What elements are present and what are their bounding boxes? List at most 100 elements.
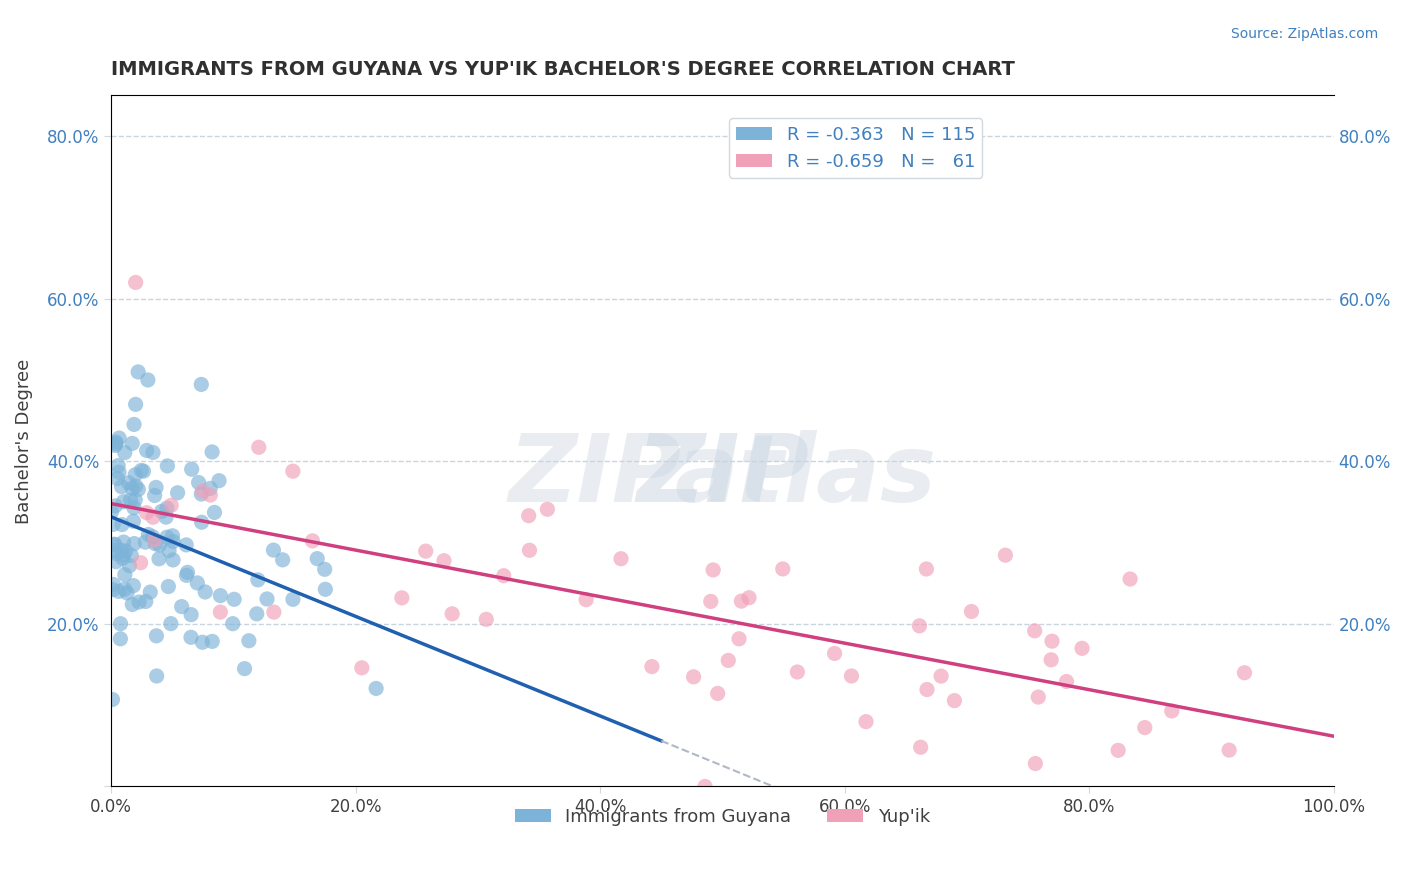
Point bbox=[190, 377, 212, 392]
Point bbox=[156, 458, 179, 473]
Point bbox=[246, 573, 269, 587]
Legend: Immigrants from Guyana, Yup'ik: Immigrants from Guyana, Yup'ik bbox=[508, 800, 938, 833]
Point bbox=[104, 435, 127, 450]
Point bbox=[824, 647, 846, 661]
Point bbox=[148, 551, 170, 566]
Point bbox=[610, 551, 633, 566]
Point bbox=[104, 537, 127, 551]
Point bbox=[1119, 572, 1142, 586]
Point bbox=[120, 549, 142, 563]
Point bbox=[641, 659, 664, 673]
Point bbox=[142, 445, 165, 459]
Point bbox=[134, 535, 156, 549]
Point bbox=[247, 440, 270, 454]
Point bbox=[111, 551, 134, 566]
Point bbox=[121, 598, 143, 612]
Point bbox=[103, 577, 125, 591]
Point bbox=[107, 471, 129, 485]
Point bbox=[156, 530, 179, 544]
Point bbox=[391, 591, 413, 605]
Point bbox=[187, 475, 209, 490]
Point bbox=[120, 492, 142, 507]
Point bbox=[246, 607, 269, 621]
Point bbox=[717, 653, 740, 667]
Point bbox=[166, 485, 188, 500]
Text: Source: ZipAtlas.com: Source: ZipAtlas.com bbox=[1230, 27, 1378, 41]
Point bbox=[929, 669, 952, 683]
Point bbox=[366, 681, 388, 696]
Point bbox=[180, 462, 202, 476]
Point bbox=[110, 480, 132, 494]
Point bbox=[156, 501, 179, 516]
Point bbox=[100, 505, 122, 519]
Point bbox=[104, 436, 127, 450]
Point bbox=[786, 665, 808, 679]
Point bbox=[201, 445, 224, 459]
Point bbox=[135, 443, 157, 458]
Point bbox=[1056, 674, 1078, 689]
Text: ZIPatlas: ZIPatlas bbox=[509, 430, 936, 522]
Point bbox=[350, 661, 373, 675]
Point bbox=[142, 510, 165, 524]
Point bbox=[1040, 634, 1063, 648]
Point bbox=[143, 533, 166, 547]
Point bbox=[124, 397, 146, 411]
Point bbox=[238, 633, 260, 648]
Point bbox=[110, 632, 132, 646]
Point bbox=[1024, 756, 1046, 771]
Point bbox=[176, 566, 198, 580]
Point bbox=[125, 479, 148, 493]
Point bbox=[209, 605, 232, 619]
Point bbox=[162, 534, 184, 549]
Point bbox=[104, 499, 127, 513]
Point bbox=[224, 592, 246, 607]
Point bbox=[263, 605, 285, 619]
Point bbox=[728, 632, 751, 646]
Point bbox=[772, 562, 794, 576]
Point bbox=[108, 465, 131, 479]
Point bbox=[1071, 641, 1094, 656]
Y-axis label: Bachelor's Degree: Bachelor's Degree bbox=[15, 359, 32, 524]
Point bbox=[145, 669, 167, 683]
Point bbox=[706, 686, 728, 700]
Point bbox=[1133, 721, 1156, 735]
Point bbox=[475, 612, 498, 626]
Point bbox=[176, 568, 198, 582]
Point bbox=[281, 592, 304, 607]
Point bbox=[702, 563, 724, 577]
Point bbox=[682, 670, 704, 684]
Point bbox=[112, 548, 135, 562]
Point bbox=[150, 504, 173, 518]
Point bbox=[114, 544, 136, 558]
Point bbox=[112, 495, 135, 509]
Point bbox=[122, 579, 145, 593]
Point bbox=[145, 629, 167, 643]
Point bbox=[263, 543, 285, 558]
Point bbox=[129, 463, 152, 477]
Point bbox=[129, 556, 152, 570]
Point bbox=[114, 582, 136, 597]
Point bbox=[186, 576, 208, 591]
Point bbox=[135, 594, 157, 608]
Point bbox=[209, 589, 232, 603]
Point bbox=[180, 630, 202, 644]
Point bbox=[105, 547, 128, 561]
Point bbox=[536, 502, 558, 516]
Point bbox=[908, 619, 931, 633]
Point bbox=[103, 537, 125, 551]
Point bbox=[492, 568, 515, 582]
Point bbox=[1233, 665, 1256, 680]
Point bbox=[110, 543, 132, 558]
Point bbox=[104, 438, 127, 452]
Point bbox=[575, 592, 598, 607]
Point bbox=[112, 535, 135, 549]
Point bbox=[174, 538, 197, 552]
Text: IMMIGRANTS FROM GUYANA VS YUP'IK BACHELOR'S DEGREE CORRELATION CHART: IMMIGRANTS FROM GUYANA VS YUP'IK BACHELO… bbox=[111, 60, 1015, 78]
Point bbox=[191, 635, 214, 649]
Point bbox=[122, 514, 145, 528]
Point bbox=[121, 482, 143, 496]
Point bbox=[738, 591, 761, 605]
Point bbox=[314, 562, 336, 576]
Point bbox=[110, 616, 132, 631]
Point bbox=[107, 458, 129, 473]
